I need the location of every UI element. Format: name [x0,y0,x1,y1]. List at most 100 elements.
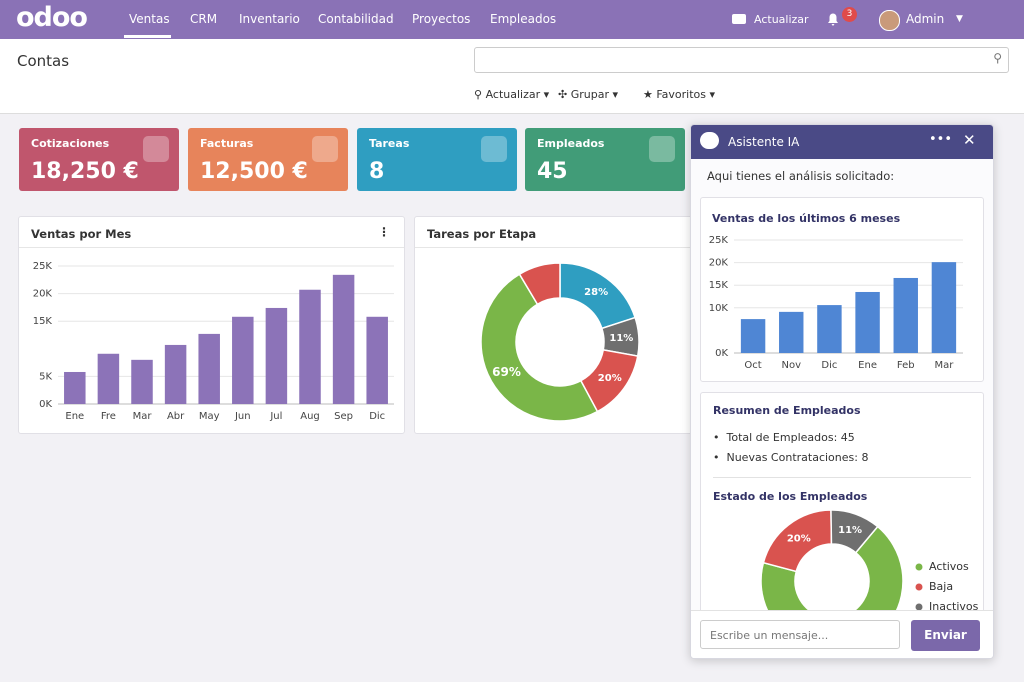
kpi-icon [481,136,507,162]
menu-item[interactable]: CRM [190,12,218,26]
legend-label: Activos [929,560,969,573]
bar [232,316,254,404]
x-tick-label: Jul [269,411,282,422]
x-tick-label: Dic [821,360,837,371]
bar [855,291,880,353]
close-button[interactable]: ✕ [963,131,976,149]
filter[interactable]: ★ Favoritos ▾ [643,88,716,101]
filter-label: Grupar [570,88,609,101]
bar [97,353,120,404]
bell-icon[interactable] [825,11,841,27]
assistant-title: Asistente IA [728,135,800,149]
bar [931,262,957,353]
card-title: Ventas de los últimos 6 meses [712,212,901,225]
summary-text: Nuevas Contrataciones: 8 [726,451,869,464]
chart-card: Tareas por Etapa 28% 11% 20% 69% [414,216,716,434]
summary-item: • Nuevas Contrataciones: 8 [713,451,869,464]
filter[interactable]: ⚲ Actualizar ▾ [474,88,550,101]
bar [198,333,220,404]
assistant-header: Asistente IA ••• ✕ [691,125,993,159]
donut-segment [480,273,599,422]
user-name[interactable]: Admin [906,12,945,26]
kpi-value: 12,500 € [200,159,308,184]
divider [713,477,971,478]
data-label: 28% [584,287,608,298]
donut-segment [518,262,561,306]
update-button[interactable]: Actualizar [754,13,809,26]
chat-icon [700,132,719,149]
y-tick-label: 0K [39,399,52,410]
data-label: 11% [609,333,633,344]
menu-item[interactable]: Empleados [490,12,557,26]
y-tick-label: 20K [709,258,729,269]
search-box[interactable]: ⚲ [474,47,1009,73]
kpi-card[interactable]: Cotizaciones 18,250 € [19,128,179,191]
menu-item[interactable]: Contabilidad [318,12,394,26]
bar [366,316,388,404]
y-tick-label: 0K [715,348,728,359]
y-tick-label: 15K [709,280,729,291]
chart: 28% 11% 20% 69% [480,262,640,422]
kpi-card[interactable]: Tareas 8 [357,128,517,191]
x-tick-label: Oct [744,360,761,371]
message-input[interactable]: Escribe un mensaje... [700,620,900,649]
legend-label: Inactivos [929,600,979,613]
kpi-value: 45 [537,159,568,184]
bar [779,311,804,353]
x-tick-label: Abr [167,411,185,422]
x-tick-label: Dic [369,411,385,422]
control-panel: Contas ⚲ ⚲ Actualizar ▾ ✣ Grupar ▾ ★ Fav… [0,39,1024,114]
x-tick-label: Feb [897,360,915,371]
kpi-icon [143,136,169,162]
x-tick-label: Sep [334,411,353,422]
x-tick-label: Mar [934,360,954,371]
y-tick-label: 10K [709,303,729,314]
send-button[interactable]: Enviar [911,620,980,651]
bar [164,344,187,404]
x-tick-label: Mar [133,411,153,422]
x-tick-label: Ene [65,411,84,422]
kpi-card[interactable]: Facturas 12,500 € [188,128,348,191]
legend-swatch [915,563,923,571]
active-underline [124,35,171,38]
caret[interactable]: ▼ [956,14,963,24]
menu-item[interactable]: Proyectos [412,12,471,26]
assistant-panel: Asistente IA ••• ✕ Aqui tienes el anális… [690,124,994,659]
divider [19,247,404,248]
legend-label: Baja [929,580,953,593]
chart-card: Ventas de los últimos 6 meses 0K 10K 15K 20… [700,197,984,382]
kpi-label: Empleados [537,137,605,150]
more-button[interactable]: ••• [929,132,953,147]
y-tick-label: 20K [33,289,53,300]
avatar[interactable] [879,10,900,31]
page-title: Contas [17,52,70,70]
kpi-value: 8 [369,159,385,184]
y-tick-label: 25K [33,261,53,272]
menu-item[interactable]: Inventario [239,12,300,26]
x-tick-label: Jun [234,411,251,422]
bar [893,277,918,353]
data-label: 69% [492,365,521,379]
card-title: Tareas por Etapa [427,227,537,241]
navbar: odoo Ventas CRM Inventario Contabilidad … [0,0,1024,39]
summary-item: • Total de Empleados: 45 [713,431,855,444]
kpi-label: Cotizaciones [31,137,110,150]
bar [131,359,153,404]
kpi-icon [312,136,338,162]
kpi-card[interactable]: Empleados 45 [525,128,685,191]
card-title: Ventas por Mes [31,227,132,241]
kpi-label: Tareas [369,137,410,150]
menu-dots[interactable]: ⋮ [378,225,390,239]
logo[interactable]: odoo [16,2,88,33]
donut-segment [830,509,879,554]
bar [64,371,86,404]
y-tick-label: 5K [39,371,52,382]
x-tick-label: Ene [858,360,877,371]
menu-item[interactable]: Ventas [129,12,170,26]
chart-card: Ventas por Mes ⋮ 0K 5K 15K 20K 25K Ene Fre Mar A… [18,216,405,434]
bar [332,274,355,404]
kpi-icon [649,136,675,162]
filter[interactable]: ✣ Grupar ▾ [558,88,619,101]
update-icon [732,14,746,24]
